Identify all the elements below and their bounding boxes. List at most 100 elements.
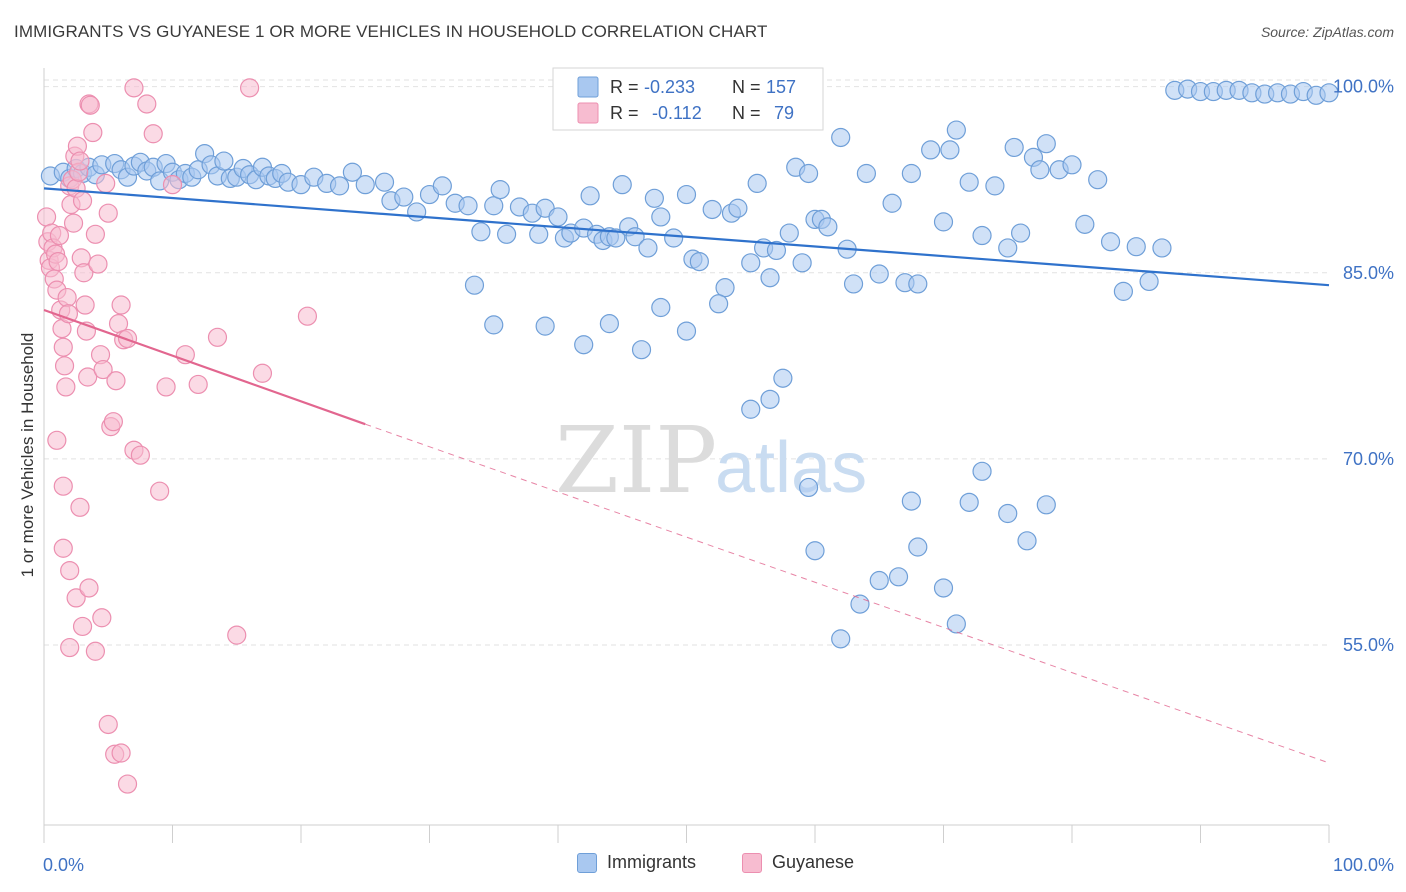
guyanese-point bbox=[53, 476, 73, 496]
guyanese-trend-line bbox=[43, 308, 366, 426]
guyanese-point bbox=[60, 637, 80, 658]
guyanese-point bbox=[72, 191, 93, 211]
guyanese-point bbox=[47, 430, 67, 450]
watermark-atlas: atlas bbox=[715, 428, 867, 508]
immigrants-point bbox=[760, 268, 780, 288]
immigrants-point bbox=[1062, 155, 1082, 175]
immigrants-point bbox=[882, 193, 902, 213]
immigrants-point bbox=[329, 176, 350, 196]
guyanese-point bbox=[162, 175, 183, 195]
immigrants-point bbox=[1088, 170, 1108, 190]
immigrants-point bbox=[798, 163, 819, 184]
guyanese-point bbox=[60, 560, 80, 581]
legend-n-value-2: 79 bbox=[774, 103, 794, 123]
immigrants-point bbox=[747, 173, 767, 194]
legend-swatch-immigrants bbox=[577, 76, 599, 98]
bottom-legend-immigrants[interactable]: Immigrants bbox=[577, 852, 696, 873]
guyanese-point bbox=[111, 295, 131, 315]
guyanese-point bbox=[297, 306, 318, 326]
immigrants-point bbox=[972, 225, 992, 246]
guyanese-point bbox=[48, 251, 68, 272]
legend-n-label-2: N = bbox=[732, 103, 761, 123]
guyanese-point bbox=[137, 94, 157, 114]
immigrants-point bbox=[1139, 271, 1159, 292]
guyanese-point bbox=[117, 774, 138, 794]
guyanese-point bbox=[124, 78, 144, 98]
immigrants-point bbox=[612, 175, 632, 195]
immigrants-point bbox=[651, 297, 671, 318]
immigrants-point bbox=[535, 316, 555, 336]
guyanese-point bbox=[70, 151, 90, 171]
guyanese-point bbox=[98, 714, 118, 735]
legend-r-label-2: R = bbox=[610, 103, 639, 123]
immigrants-point bbox=[631, 340, 652, 360]
guyanese-point bbox=[54, 356, 75, 376]
immigrants-point bbox=[214, 151, 234, 171]
immigrants-point bbox=[606, 228, 626, 248]
immigrants-point bbox=[1319, 83, 1339, 103]
immigrants-point bbox=[599, 314, 620, 334]
immigrants-point bbox=[850, 594, 870, 614]
immigrants-point bbox=[529, 224, 549, 244]
guyanese-point bbox=[83, 122, 103, 143]
immigrants-point bbox=[1017, 531, 1037, 551]
immigrants-point bbox=[689, 251, 709, 272]
immigrants-point bbox=[921, 140, 941, 160]
legend-swatch-guyanese bbox=[577, 102, 599, 124]
immigrants-point bbox=[709, 294, 729, 314]
immigrants-point bbox=[869, 264, 889, 284]
immigrants-point bbox=[464, 275, 485, 295]
guyanese-point bbox=[156, 377, 176, 397]
immigrants-point bbox=[1152, 238, 1172, 258]
guyanese-point bbox=[92, 608, 112, 628]
immigrants-point bbox=[1030, 160, 1050, 180]
immigrants-point bbox=[342, 162, 362, 182]
immigrants-legend-label: Immigrants bbox=[607, 852, 697, 872]
watermark: ZIP atlas bbox=[555, 407, 867, 514]
immigrants-point bbox=[901, 491, 921, 511]
immigrants-point bbox=[490, 180, 510, 200]
immigrants-point bbox=[998, 503, 1018, 524]
immigrants-point bbox=[760, 389, 780, 409]
trend-lines bbox=[43, 187, 1330, 764]
immigrants-point bbox=[959, 172, 979, 192]
immigrants-point bbox=[908, 537, 928, 557]
immigrants-point bbox=[407, 202, 427, 222]
bottom-legend-guyanese[interactable]: Guyanese bbox=[742, 852, 854, 873]
guyanese-point bbox=[85, 224, 106, 244]
immigrants-point bbox=[355, 175, 375, 195]
guyanese-point bbox=[98, 203, 118, 223]
guyanese-point bbox=[79, 578, 99, 598]
chart-title: IMMIGRANTS VS GUYANESE 1 OR MORE VEHICLE… bbox=[14, 22, 768, 41]
guyanese-point bbox=[252, 363, 273, 383]
immigrants-point bbox=[773, 368, 793, 388]
guyanese-point bbox=[188, 374, 208, 395]
guyanese-point bbox=[75, 295, 95, 315]
immigrants-point bbox=[1100, 232, 1121, 252]
guyanese-points bbox=[36, 78, 318, 794]
immigrants-point bbox=[766, 240, 787, 261]
guyanese-point bbox=[57, 287, 77, 308]
immigrants-point bbox=[1036, 134, 1056, 154]
immigrants-point bbox=[702, 199, 722, 220]
immigrants-point bbox=[985, 176, 1005, 196]
guyanese-point bbox=[66, 588, 86, 608]
immigrants-point bbox=[651, 207, 671, 227]
immigrants-point bbox=[715, 278, 735, 298]
immigrants-point bbox=[548, 207, 568, 227]
immigrants-point bbox=[676, 321, 697, 341]
guyanese-point bbox=[88, 254, 108, 274]
guyanese-point bbox=[93, 359, 113, 380]
y-tick-label-0: 55.0% bbox=[1343, 635, 1394, 655]
immigrants-point bbox=[798, 477, 819, 498]
legend-r-label-1: R = bbox=[610, 77, 639, 97]
y-tick-label-1: 70.0% bbox=[1343, 449, 1394, 469]
immigrants-point bbox=[933, 578, 954, 598]
tick-labels: 55.0% 70.0% 85.0% 100.0% 0.0% 100.0% bbox=[43, 77, 1394, 875]
guyanese-point bbox=[150, 481, 170, 501]
guyanese-point bbox=[63, 213, 84, 233]
immigrants-point bbox=[497, 224, 517, 244]
immigrants-point bbox=[664, 228, 684, 248]
immigrants-point bbox=[644, 188, 664, 208]
immigrants-point bbox=[484, 196, 504, 216]
